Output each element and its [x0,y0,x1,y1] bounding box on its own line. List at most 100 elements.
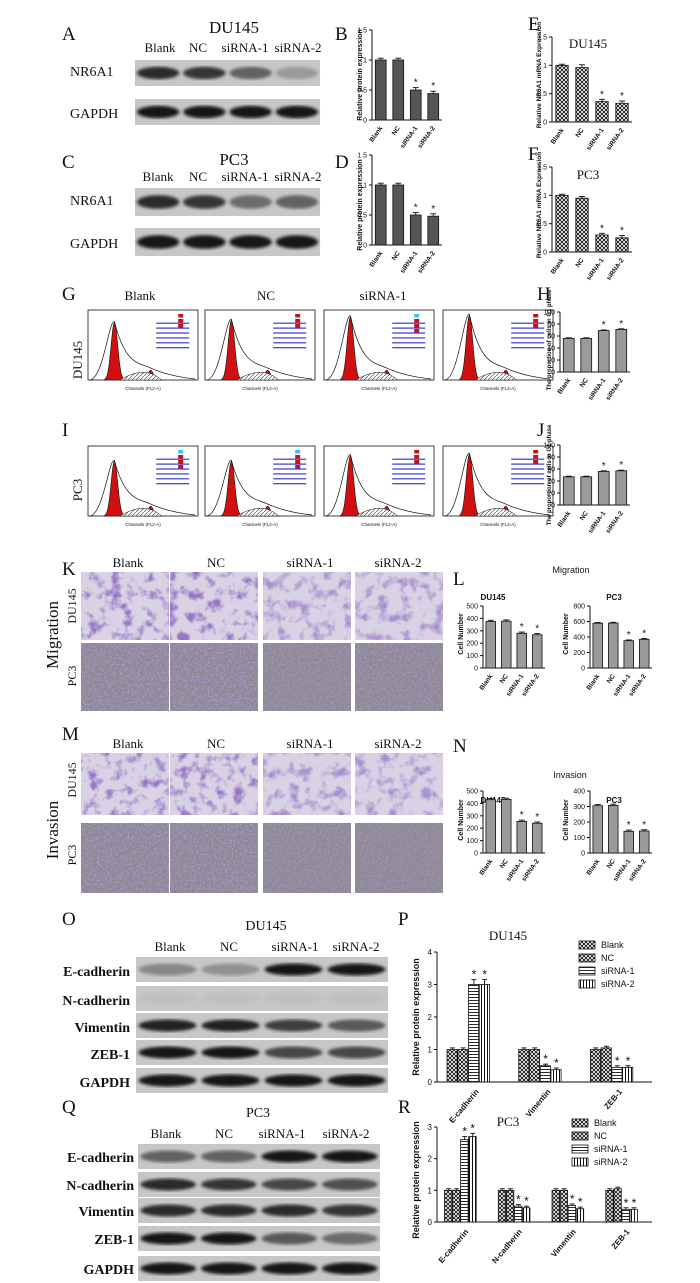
y-tick-label: 0 [363,243,367,250]
blot-band [261,1232,318,1245]
bar [559,1189,568,1223]
bar [622,1066,634,1083]
flow-histogram: Channels (FL2-A) [442,445,554,527]
legend-swatch [571,1131,589,1141]
y-tick-label: 400 [573,789,585,796]
y-axis-label: Relative protein expression [357,29,364,120]
stats-text-line [273,478,307,480]
transwell-image [263,572,351,640]
bar [392,59,405,121]
legend-chip [178,460,184,464]
y-tick-label: 0 [428,1218,433,1227]
y-tick-label: 100 [466,653,478,660]
x-tick-label: siRNA-2 [417,125,437,150]
s-phase [236,508,280,517]
bar [539,1065,551,1083]
y-axis-label: Cell Number [563,613,570,655]
significance-star: * [627,630,631,641]
significance-star: * [632,1196,637,1210]
bar [452,1189,461,1223]
bar [592,622,603,669]
stats-text-line [392,327,426,329]
s-phase [236,372,280,381]
bar [532,634,543,669]
panel-C-title: PC3 [219,150,248,169]
legend-label: siRNA-2 [594,1157,628,1167]
y-tick-label: 60 [547,467,555,474]
bar [615,328,628,373]
blot-band [229,105,272,119]
legend-chip [295,319,301,323]
blot-band [136,105,180,119]
y-tick-label: 200 [573,650,585,657]
panel-letter-R: R [398,1097,411,1118]
legend-chip [533,314,539,318]
y-tick-label: 2 [428,1013,433,1022]
stats-text-line [273,458,307,460]
blot-band [229,195,272,209]
significance-star: * [615,1054,620,1068]
y-tick-label: 0 [551,503,555,510]
significance-star: * [627,820,631,831]
s-phase [355,372,399,381]
y-tick-label: 20 [547,358,555,365]
y-tick-label: 0.5 [357,88,367,95]
group-label: Blank [112,736,144,751]
y-tick-label: 0 [474,666,478,673]
chart-title: DU145 [481,593,506,602]
bar [409,89,422,121]
x-axis-label: Channels (FL2-A) [242,386,278,391]
lane-label: siRNA-2 [275,40,322,55]
x-tick-label: siRNA-2 [605,127,625,152]
stats-text-line [392,458,426,460]
flow-histogram: Channels (FL2-A) [323,445,435,527]
panel-letter-F: F [528,144,539,165]
y-tick-label: 0.5 [357,213,367,220]
blot-strip [136,986,388,1011]
stained-cells [263,753,351,815]
bar [611,1066,623,1083]
group-label: NC [257,288,275,303]
chart-title: PC3 [606,796,622,805]
significance-star: * [472,968,477,982]
significance-star: * [626,1054,631,1068]
panel-letter-D: D [335,152,349,173]
x-tick-label: NC [606,858,617,870]
bar [374,59,387,121]
y-tick-label: 4 [428,948,433,957]
y-tick-label: 3 [428,981,433,990]
significance-star: * [620,91,624,102]
blot-band [264,963,323,976]
y-axis-label: The proportion of cells in G1 phase [547,424,553,525]
y-tick-label: 40 [547,479,555,486]
stats-text-line [156,458,190,460]
stats-text-line [511,463,545,465]
stats-text-line [511,483,545,485]
transwell-image [263,643,351,711]
legend-chip [178,314,184,318]
bar [605,1189,614,1223]
bar [444,1189,453,1223]
blot-band [327,1046,386,1059]
y-tick-label: 500 [466,604,478,611]
blot-band [138,1019,197,1032]
significance-star: * [431,204,435,215]
significance-star: * [600,89,604,100]
bar [613,1188,622,1223]
panel-letter-P: P [398,909,409,930]
y-tick-label: 60 [547,334,555,341]
stats-text-line [273,337,307,339]
significance-star: * [535,812,539,823]
x-tick-label: E-cadherin [447,1087,481,1125]
bar [550,1069,562,1083]
chart-E: 0 0.5 1 1.5 Blank NC * siRNA-1 * siRNA-2 [537,35,632,152]
protein-label: GAPDH [70,237,118,252]
blot-strip [135,228,320,256]
stats-text-line [511,342,545,344]
y-tick-label: 100 [543,310,555,317]
y-tick-label: 1 [363,183,367,190]
panel-letter-E: E [528,14,540,35]
y-axis-label: Cell Number [563,799,570,841]
bar [597,470,610,506]
